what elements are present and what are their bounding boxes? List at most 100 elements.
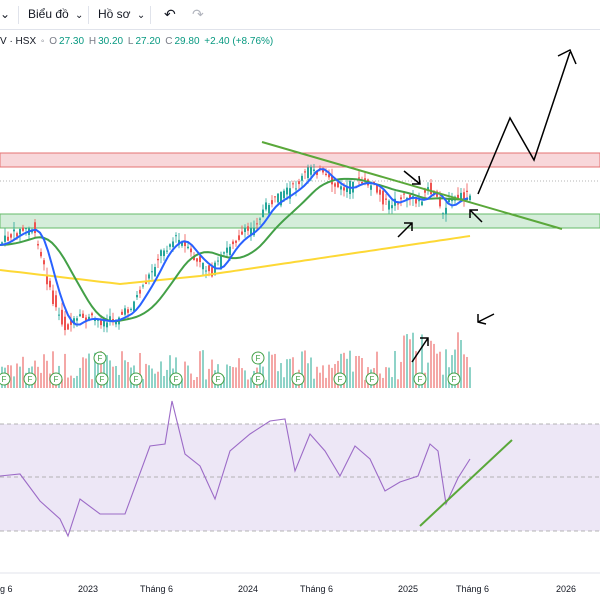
dividend-marker[interactable] [0, 372, 11, 386]
candle-body [64, 316, 66, 331]
redo-icon[interactable]: ↷ [192, 6, 204, 22]
candle-body [187, 246, 189, 249]
volume-bar [343, 352, 345, 388]
volume-bar [292, 357, 294, 388]
x-axis-label: 2023 [78, 584, 98, 594]
candle-body [217, 260, 219, 262]
close-label: C [165, 36, 173, 47]
candle-body [361, 181, 363, 184]
candle-body [100, 320, 102, 326]
dividend-marker[interactable] [251, 351, 265, 365]
symbol-name[interactable]: V · HSX [0, 36, 37, 47]
support-zone [0, 213, 600, 229]
volume-bar [346, 358, 348, 388]
volume-bar [19, 366, 21, 388]
candle-body [262, 209, 264, 217]
dividend-marker[interactable] [23, 372, 37, 386]
indicator-dropdown[interactable]: ⌄ [0, 7, 10, 21]
candle-body [130, 308, 132, 310]
volume-bar [280, 363, 282, 388]
candle-body [463, 192, 465, 200]
candle-body [142, 285, 144, 287]
candle-body [220, 254, 222, 270]
candle-body [469, 195, 471, 201]
volume-bar [22, 356, 24, 388]
rsi-band [0, 424, 600, 531]
dividend-marker[interactable] [169, 372, 183, 386]
volume-bar [106, 355, 108, 388]
dividend-marker-label: F [100, 375, 105, 384]
profile-menu-button[interactable]: Hồ sơ ⌄ [98, 7, 145, 21]
dividend-marker[interactable] [251, 372, 265, 386]
dividend-marker[interactable] [129, 372, 143, 386]
candle-body [10, 234, 12, 238]
volume-bar [196, 377, 198, 388]
candle-body [415, 199, 417, 204]
candle-body [133, 301, 135, 312]
dividend-marker[interactable] [93, 351, 107, 365]
volume-bar [37, 366, 39, 388]
low-label: L [127, 36, 134, 47]
candle-body [205, 270, 207, 272]
volume-bar [82, 357, 84, 388]
volume-pane [1, 332, 471, 388]
volume-bar [112, 366, 114, 388]
rsi-line [0, 400, 471, 538]
candle-body [202, 262, 204, 270]
candle-body [460, 192, 462, 200]
symbol-legend: V · HSX ◦ O 27.30 H 30.20 L 27.20 C 29.80 +2… [0, 36, 275, 47]
candle-body [157, 258, 159, 261]
volume-bar [331, 367, 333, 388]
candle-body [199, 256, 201, 263]
volume-bar [397, 379, 399, 388]
dividend-marker-label: F [256, 354, 261, 363]
candle-body [208, 265, 210, 272]
candle-body [466, 190, 468, 193]
volume-bar [349, 350, 351, 388]
volume-bar [451, 355, 453, 388]
candle-body [52, 290, 54, 305]
open-label: O [49, 36, 58, 47]
candle-body [106, 322, 108, 328]
dividend-marker-label: F [134, 375, 139, 384]
dividend-marker[interactable] [413, 372, 427, 386]
volume-bar [121, 351, 123, 388]
chart-menu-button[interactable]: Biểu đồ ⌄ [28, 7, 83, 21]
dividend-marker[interactable] [333, 372, 347, 386]
candle-body [283, 190, 285, 199]
dividend-marker[interactable] [447, 372, 461, 386]
dividend-marker-label: F [54, 375, 59, 384]
candle-body [388, 200, 390, 210]
dividend-marker[interactable] [365, 372, 379, 386]
candle-body [22, 227, 24, 231]
volume-bar [10, 365, 12, 388]
volume-bar [34, 360, 36, 388]
dividend-marker-label: F [98, 354, 103, 363]
candle-body [385, 198, 387, 200]
ma-mid-line [0, 177, 469, 323]
candle-body [145, 281, 147, 284]
volume-bar [223, 376, 225, 388]
candle-body [211, 267, 213, 277]
chevron-down-icon: ⌄ [0, 7, 11, 21]
candle-body [55, 295, 57, 308]
profile-menu-label: Hồ sơ [98, 7, 131, 21]
dividend-marker[interactable] [211, 372, 225, 386]
volume-bar [328, 364, 330, 388]
open-value: 27.30 [59, 36, 85, 47]
candle-body [97, 319, 99, 321]
volume-bar [304, 350, 306, 388]
chevron-down-icon: ⌄ [75, 10, 84, 21]
undo-icon[interactable]: ↶ [164, 6, 176, 22]
candle-body [271, 200, 273, 205]
dividend-marker[interactable] [95, 372, 109, 386]
volume-bar [340, 353, 342, 388]
volume-bar [166, 369, 168, 388]
x-axis-label: Tháng 6 [140, 584, 173, 594]
volume-bar [406, 334, 408, 388]
dividend-marker[interactable] [291, 372, 305, 386]
dividend-marker[interactable] [49, 372, 63, 386]
candle-body [70, 319, 72, 325]
candle-body [427, 187, 429, 191]
